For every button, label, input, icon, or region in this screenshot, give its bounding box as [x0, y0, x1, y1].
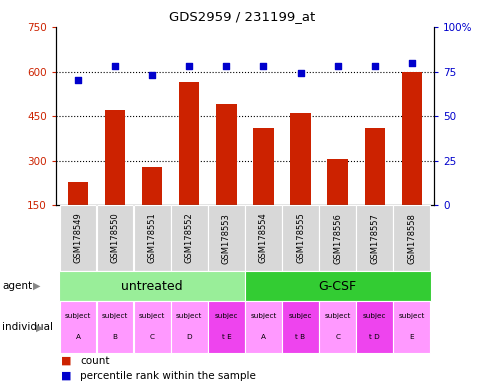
Text: GDS2959 / 231199_at: GDS2959 / 231199_at: [169, 10, 315, 23]
Text: t B: t B: [295, 334, 305, 340]
Text: subjec: subjec: [362, 313, 386, 319]
Point: [185, 63, 193, 69]
Point: [148, 72, 156, 78]
Text: subject: subject: [139, 313, 165, 319]
Point: [296, 70, 304, 76]
Text: ■: ■: [60, 356, 71, 366]
Point: [333, 63, 341, 69]
Text: percentile rank within the sample: percentile rank within the sample: [80, 371, 256, 381]
Text: untreated: untreated: [121, 280, 182, 293]
Text: individual: individual: [2, 322, 53, 333]
Point: [407, 60, 415, 66]
Text: GSM178557: GSM178557: [369, 213, 378, 263]
Text: subject: subject: [250, 313, 276, 319]
Text: C: C: [150, 334, 154, 340]
Bar: [364, 128, 384, 250]
Text: GSM178551: GSM178551: [148, 213, 156, 263]
Text: t E: t E: [221, 334, 231, 340]
Text: subjec: subjec: [214, 313, 238, 319]
Bar: [253, 128, 273, 250]
Text: ▶: ▶: [36, 322, 44, 333]
Point: [74, 78, 82, 84]
Text: G-CSF: G-CSF: [318, 280, 356, 293]
Text: GSM178554: GSM178554: [258, 213, 268, 263]
Point: [259, 63, 267, 69]
Bar: [68, 182, 88, 250]
Point: [222, 63, 230, 69]
Point: [370, 63, 378, 69]
Bar: [105, 110, 125, 250]
Text: agent: agent: [2, 281, 32, 291]
Text: subjec: subjec: [288, 313, 312, 319]
Text: t D: t D: [369, 334, 379, 340]
Bar: [327, 159, 347, 250]
Text: ■: ■: [60, 371, 71, 381]
Text: subject: subject: [324, 313, 350, 319]
Bar: [401, 71, 421, 250]
Text: count: count: [80, 356, 109, 366]
Text: GSM178555: GSM178555: [295, 213, 304, 263]
Text: GSM178550: GSM178550: [110, 213, 120, 263]
Text: GSM178556: GSM178556: [333, 213, 341, 263]
Text: ▶: ▶: [33, 281, 40, 291]
Text: GSM178549: GSM178549: [74, 213, 82, 263]
Text: E: E: [408, 334, 413, 340]
Text: subject: subject: [102, 313, 128, 319]
Bar: [290, 113, 310, 250]
Point: [111, 63, 119, 69]
Text: subject: subject: [176, 313, 202, 319]
Text: D: D: [186, 334, 192, 340]
Text: subject: subject: [398, 313, 424, 319]
Text: C: C: [334, 334, 339, 340]
Text: GSM178552: GSM178552: [184, 213, 194, 263]
Bar: [142, 167, 162, 250]
Text: B: B: [112, 334, 118, 340]
Text: subject: subject: [65, 313, 91, 319]
Text: GSM178558: GSM178558: [407, 213, 415, 263]
Text: A: A: [260, 334, 265, 340]
Text: A: A: [76, 334, 80, 340]
Bar: [216, 104, 236, 250]
Bar: [179, 82, 199, 250]
Text: GSM178553: GSM178553: [221, 213, 230, 263]
